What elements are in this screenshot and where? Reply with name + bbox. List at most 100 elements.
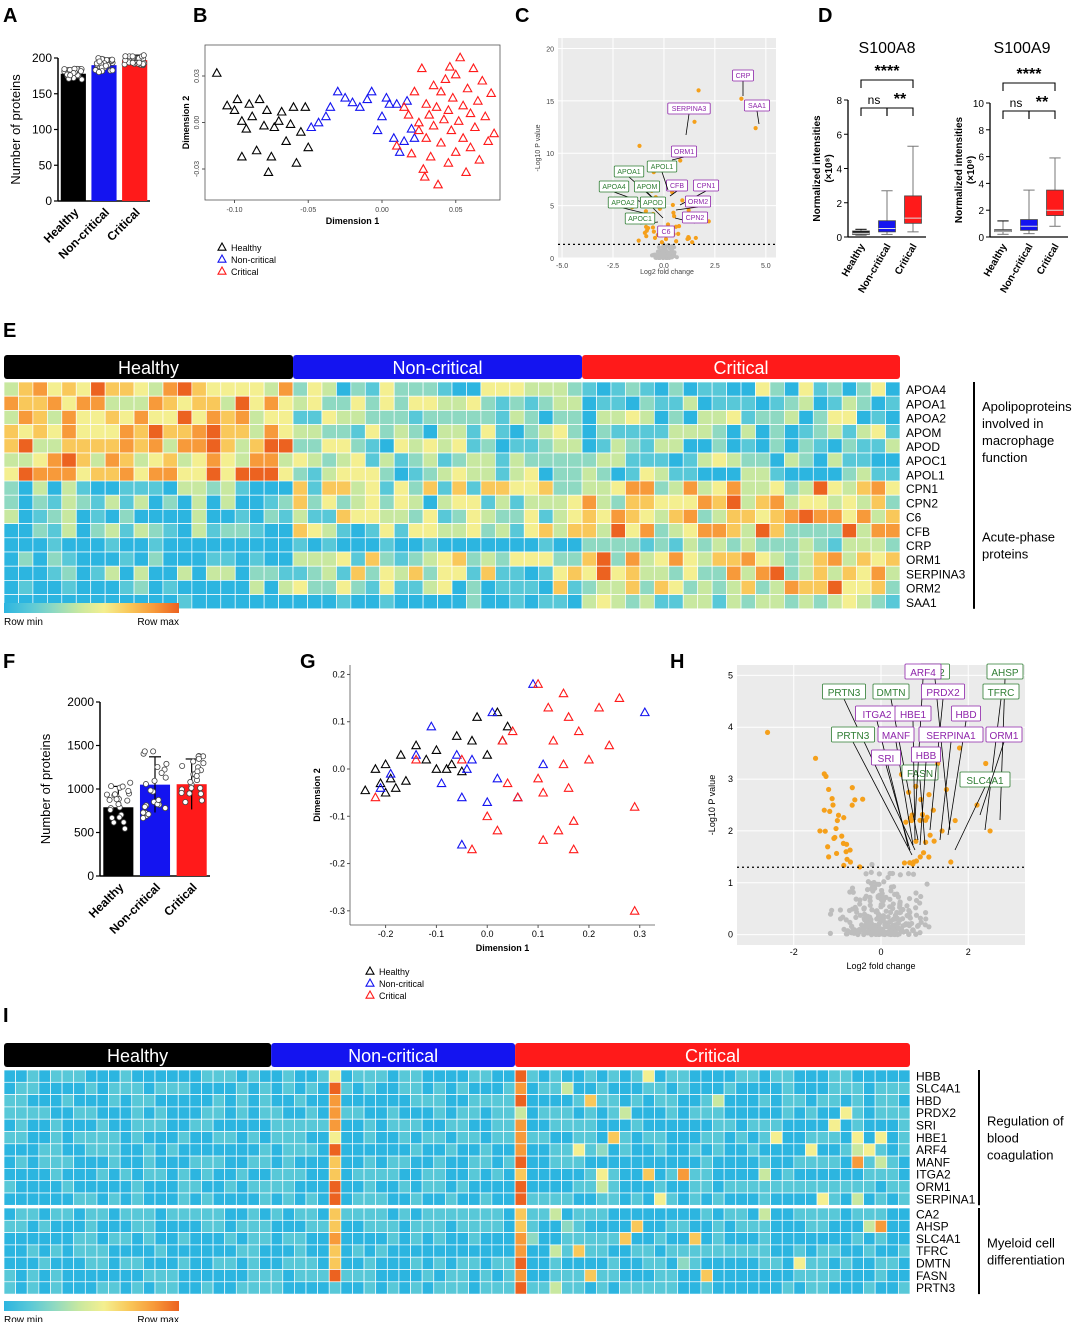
heatmap-cell <box>607 1081 620 1095</box>
heatmap-cell <box>886 1219 899 1233</box>
point-healthy <box>502 721 513 731</box>
heatmap-cell <box>234 480 251 496</box>
heatmap-cell <box>15 1094 28 1108</box>
heatmap-cell <box>468 1131 481 1145</box>
heatmap-cell <box>723 1155 737 1169</box>
heatmap-cell <box>653 438 670 454</box>
heatmap-cell <box>143 1192 156 1206</box>
heatmap-cell <box>770 1168 783 1182</box>
heatmap-cell <box>654 1244 667 1258</box>
legend-label: Non-critical <box>379 979 424 989</box>
ns-point <box>864 929 870 936</box>
heatmap-cell <box>479 1143 493 1157</box>
heatmap-cell <box>712 1180 725 1194</box>
heatmap-cell <box>379 551 395 567</box>
heatmap-cell <box>665 1069 679 1083</box>
heatmap-cell <box>523 438 540 454</box>
heatmap-cell <box>677 1118 690 1132</box>
heatmap-cell <box>18 565 34 581</box>
heatmap-cell <box>495 395 511 411</box>
heatmap-cell <box>75 551 92 567</box>
point-critical <box>472 95 484 105</box>
heatmap-cell <box>668 424 684 440</box>
heatmap-cell <box>282 1219 295 1233</box>
y-tick-label: 0.0 <box>332 764 345 774</box>
heatmap-cell <box>697 424 713 440</box>
heatmap-cell <box>567 424 583 440</box>
heatmap-cell <box>205 565 222 581</box>
heatmap-cell <box>828 1232 841 1246</box>
heatmap-cell <box>96 1131 109 1145</box>
ns-point <box>853 896 859 902</box>
heatmap-cell <box>769 466 785 482</box>
heatmap-cell <box>317 1081 330 1095</box>
heatmap-cell <box>154 1118 167 1132</box>
heatmap-cell <box>321 580 337 595</box>
point-healthy <box>390 782 401 792</box>
heatmap-cell <box>328 1192 342 1206</box>
label-connector <box>852 741 913 856</box>
heatmap-cell <box>148 438 164 454</box>
heatmap-cell <box>154 1232 167 1246</box>
sig-point <box>676 223 682 229</box>
sig-point <box>948 859 954 865</box>
heatmap-cell <box>143 1069 156 1083</box>
heatmap-cell <box>712 1192 725 1206</box>
ns-point <box>653 255 658 260</box>
heatmap-cell <box>503 1131 516 1145</box>
x-tick-label: 0.3 <box>633 929 646 939</box>
gene-label-box <box>904 663 942 680</box>
heatmap-cell <box>607 1232 620 1246</box>
heatmap-cell <box>886 1118 899 1132</box>
heatmap-cell <box>61 551 77 567</box>
heatmap-cell <box>96 1155 109 1169</box>
heatmap-cell <box>735 1256 748 1270</box>
heatmap-cell <box>596 1069 609 1083</box>
heatmap-cell <box>73 1143 86 1157</box>
heatmap-cell <box>133 452 149 468</box>
heatmap-cell <box>851 1207 864 1221</box>
heatmap-cell <box>148 523 164 539</box>
heatmap-cell <box>841 523 857 539</box>
heatmap-cell <box>133 565 149 581</box>
ns-point <box>924 881 930 887</box>
heatmap-cell <box>726 480 742 496</box>
point-critical <box>573 725 584 736</box>
heatmap-cell <box>133 537 149 553</box>
sig-point <box>987 828 993 834</box>
heatmap-cell <box>509 551 525 567</box>
heatmap-cell <box>480 551 496 567</box>
heatmap-cell <box>537 1106 551 1120</box>
sample-dot <box>121 825 128 832</box>
heatmap-cell <box>148 424 164 440</box>
heatmap-cell <box>526 1168 539 1182</box>
heatmap-cell <box>828 1219 841 1233</box>
heatmap-cell <box>119 580 135 595</box>
heatmap-cell <box>479 1118 493 1132</box>
point-non-critical <box>347 97 358 107</box>
heatmap-cell <box>451 523 467 539</box>
heatmap-cell <box>812 452 829 468</box>
heatmap-cell <box>466 537 482 553</box>
heatmap-cell <box>625 494 641 510</box>
heatmap-cell <box>886 1094 899 1108</box>
heatmap-cell <box>697 594 713 610</box>
heatmap-cell <box>307 537 323 553</box>
point-healthy <box>244 98 255 108</box>
heatmap-cell <box>526 1256 539 1270</box>
heatmap-cell <box>851 1118 864 1132</box>
heatmap-cell <box>596 551 612 567</box>
x-tick-label: 2 <box>966 947 971 957</box>
heatmap-cell <box>247 1081 260 1095</box>
heatmap-cell <box>90 580 106 595</box>
heatmap-cell <box>131 1232 144 1246</box>
heatmap-cell <box>639 580 655 595</box>
heatmap-cell <box>50 1118 63 1132</box>
heatmap-cell <box>162 410 178 425</box>
box-non-critical <box>878 220 896 233</box>
sample-dot <box>141 748 148 755</box>
heatmap-cell <box>625 509 641 524</box>
ns-point <box>880 898 886 904</box>
heatmap-cell <box>688 1069 702 1083</box>
heatmap-cell <box>119 1256 133 1270</box>
